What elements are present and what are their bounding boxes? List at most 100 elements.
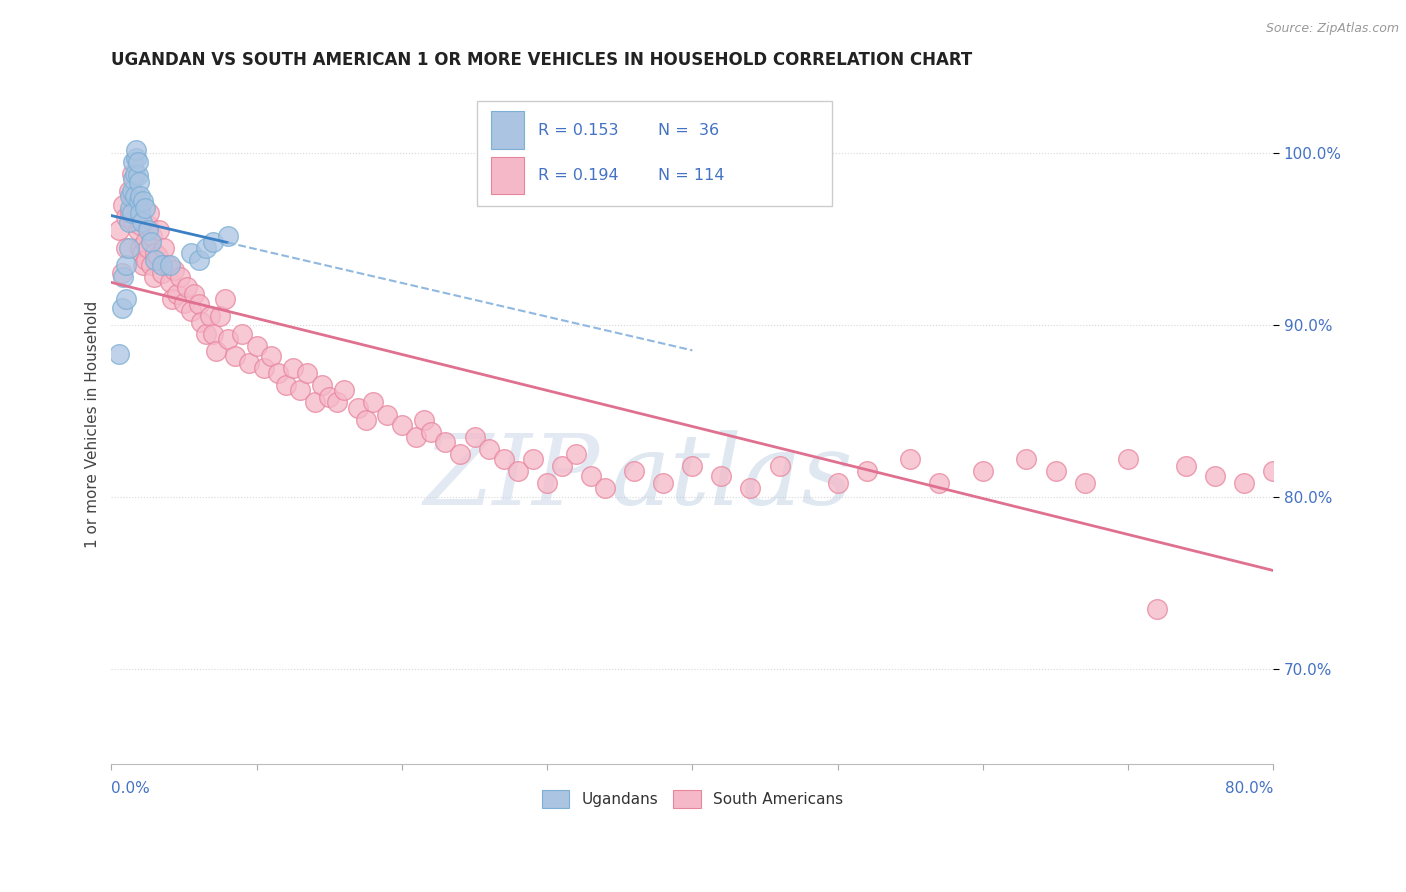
Point [311, 378, 333, 392]
Point [122, 215, 145, 229]
Point [142, 269, 165, 284]
Point [169, 269, 191, 284]
Point [136, 223, 159, 237]
Point [681, 459, 703, 474]
Point [136, 218, 159, 232]
Point [1204, 469, 1226, 483]
Point [361, 395, 384, 409]
Point [187, 297, 209, 311]
Point [131, 245, 153, 260]
FancyBboxPatch shape [478, 101, 832, 206]
Point [128, 175, 150, 189]
Point [290, 384, 312, 398]
Text: N = 114: N = 114 [658, 168, 724, 183]
Point [127, 169, 149, 183]
Point [115, 258, 138, 272]
Point [129, 189, 152, 203]
Point [190, 315, 212, 329]
Point [125, 143, 148, 157]
Point [128, 211, 150, 226]
Point [214, 292, 236, 306]
Point [136, 241, 159, 255]
Point [124, 194, 146, 208]
Point [159, 258, 181, 272]
Point [198, 310, 221, 324]
Text: 0.0%: 0.0% [111, 781, 150, 796]
Point [928, 476, 950, 491]
Point [209, 310, 232, 324]
Point [129, 218, 152, 232]
Point [231, 326, 253, 341]
Point [148, 223, 170, 237]
Point [325, 395, 347, 409]
Text: R = 0.194: R = 0.194 [538, 168, 619, 183]
Point [492, 452, 515, 467]
Point [118, 241, 141, 255]
Point [1233, 476, 1256, 491]
Point [238, 356, 260, 370]
Point [652, 476, 675, 491]
Point [155, 258, 177, 272]
Text: Source: ZipAtlas.com: Source: ZipAtlas.com [1265, 22, 1399, 36]
Point [127, 154, 149, 169]
Point [420, 425, 443, 439]
Point [122, 171, 145, 186]
Point [1263, 464, 1285, 478]
Point [1291, 624, 1313, 639]
Point [565, 447, 588, 461]
Point [115, 292, 138, 306]
Text: 80.0%: 80.0% [1225, 781, 1274, 796]
Point [202, 235, 225, 250]
Point [120, 206, 142, 220]
Point [253, 361, 276, 376]
Point [1175, 459, 1198, 474]
Point [110, 301, 132, 315]
Point [194, 241, 217, 255]
Point [124, 167, 146, 181]
Text: R = 0.153: R = 0.153 [538, 122, 619, 137]
Point [333, 384, 356, 398]
Point [129, 241, 152, 255]
Point [1364, 464, 1386, 478]
Point [173, 295, 195, 310]
Point [125, 151, 148, 165]
Point [152, 241, 174, 255]
Point [267, 366, 290, 380]
Point [134, 201, 156, 215]
Point [134, 235, 156, 250]
Bar [491, 112, 524, 149]
Point [217, 228, 239, 243]
Point [391, 417, 413, 432]
Point [121, 167, 143, 181]
Point [855, 464, 877, 478]
Point [107, 223, 129, 237]
Point [163, 263, 186, 277]
Point [740, 482, 762, 496]
Y-axis label: 1 or more Vehicles in Household: 1 or more Vehicles in Household [86, 301, 100, 548]
Point [274, 378, 297, 392]
Point [405, 430, 427, 444]
Point [463, 430, 485, 444]
Point [522, 452, 544, 467]
Point [143, 252, 166, 267]
Point [898, 452, 921, 467]
Point [1334, 459, 1357, 474]
Point [122, 189, 145, 203]
Point [139, 258, 162, 272]
Point [122, 154, 145, 169]
Point [180, 245, 202, 260]
Point [187, 252, 209, 267]
Point [434, 435, 457, 450]
Point [143, 245, 166, 260]
Point [377, 408, 399, 422]
Point [127, 223, 149, 237]
Point [141, 228, 163, 243]
Point [135, 252, 157, 267]
Point [710, 469, 733, 483]
Point [478, 442, 501, 456]
Point [281, 361, 304, 376]
Point [162, 292, 184, 306]
Point [768, 459, 790, 474]
Point [125, 206, 148, 220]
Point [260, 349, 283, 363]
